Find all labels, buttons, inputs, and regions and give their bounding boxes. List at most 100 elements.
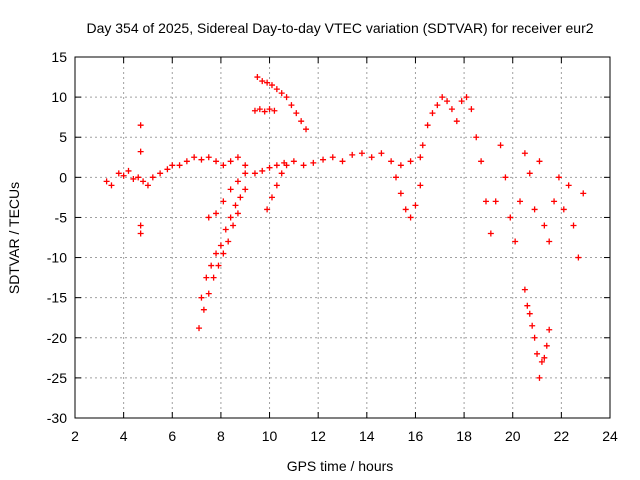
data-point <box>251 170 258 177</box>
data-point <box>412 202 419 209</box>
data-point <box>242 162 249 169</box>
x-tick-label: 20 <box>505 428 521 444</box>
data-point <box>242 170 249 177</box>
data-point <box>208 262 215 269</box>
data-point <box>271 107 278 114</box>
data-point <box>448 106 455 113</box>
data-point <box>264 79 271 86</box>
data-point <box>234 154 241 161</box>
data-point <box>220 162 227 169</box>
y-tick-label: 15 <box>51 49 67 65</box>
y-tick-label: 5 <box>59 129 67 145</box>
data-point <box>546 326 553 333</box>
y-axis-label: SDTVAR / TECUs <box>6 182 22 294</box>
data-point <box>560 206 567 213</box>
y-tick-label: 0 <box>59 169 67 185</box>
data-point <box>300 162 307 169</box>
data-point <box>358 150 365 157</box>
y-tick-label: -5 <box>55 209 68 225</box>
data-point <box>144 182 151 189</box>
data-point <box>242 186 249 193</box>
data-point <box>555 174 562 181</box>
data-point <box>283 162 290 169</box>
x-tick-label: 22 <box>554 428 570 444</box>
data-point <box>237 194 244 201</box>
y-tick-label: 10 <box>51 89 67 105</box>
x-tick-label: 6 <box>168 428 176 444</box>
data-point <box>531 334 538 341</box>
series-main-band <box>103 150 424 189</box>
data-point <box>273 162 280 169</box>
y-tick-label: -10 <box>47 250 67 266</box>
data-point <box>137 148 144 155</box>
data-point <box>541 354 548 361</box>
axis-ticks: 2 4 6 8 10 12 14 16 18 20 22 24-30-25-20-15-10-5051… <box>47 49 618 444</box>
data-point <box>320 156 327 163</box>
data-point <box>521 286 528 293</box>
data-point <box>502 174 509 181</box>
data-point <box>217 242 224 249</box>
x-tick-label: 4 <box>120 428 128 444</box>
data-point <box>227 186 234 193</box>
data-point <box>278 90 285 97</box>
data-point <box>234 210 241 217</box>
data-point <box>487 230 494 237</box>
x-tick-label: 18 <box>456 428 472 444</box>
data-point <box>261 108 268 115</box>
data-point <box>273 182 280 189</box>
data-point <box>290 158 297 165</box>
data-point <box>198 156 205 163</box>
data-point <box>517 198 524 205</box>
y-tick-label: -15 <box>47 290 67 306</box>
data-point <box>434 102 441 109</box>
data-point <box>378 150 385 157</box>
data-point <box>303 126 310 133</box>
data-point <box>137 222 144 229</box>
data-point <box>512 238 519 245</box>
data-point <box>546 238 553 245</box>
data-point <box>169 162 176 169</box>
series-scatter-18-23h <box>473 134 587 261</box>
x-axis-label: GPS time / hours <box>287 458 394 474</box>
data-point <box>468 106 475 113</box>
y-tick-label: -25 <box>47 370 67 386</box>
data-point <box>551 198 558 205</box>
x-tick-label: 24 <box>602 428 618 444</box>
data-point <box>478 158 485 165</box>
data-point <box>526 170 533 177</box>
data-point <box>288 102 295 109</box>
data-point <box>419 142 426 149</box>
data-point <box>407 214 414 221</box>
data-point <box>137 122 144 129</box>
series-mid-branch <box>205 170 249 221</box>
data-point <box>278 170 285 177</box>
x-tick-label: 8 <box>217 428 225 444</box>
data-point <box>524 302 531 309</box>
data-point <box>536 158 543 165</box>
data-point <box>482 198 489 205</box>
data-point <box>397 162 404 169</box>
data-point <box>534 350 541 357</box>
data-point <box>393 174 399 181</box>
data-point <box>429 110 436 117</box>
data-point <box>205 154 212 161</box>
data-point <box>339 158 346 165</box>
data-point <box>234 178 241 185</box>
x-tick-label: 16 <box>408 428 424 444</box>
data-point <box>149 174 156 181</box>
grid <box>75 57 610 418</box>
data-point <box>521 150 528 157</box>
series-deep-dip-20-5-21-5h <box>521 286 553 381</box>
data-point <box>453 118 460 125</box>
data-point <box>205 214 212 221</box>
data-point <box>463 94 470 101</box>
data-point <box>130 175 137 182</box>
data-point <box>220 250 227 257</box>
data-point <box>120 172 127 179</box>
data-point <box>103 178 110 185</box>
series-dip-near-16h <box>393 174 424 221</box>
data-point <box>266 106 273 113</box>
data-point <box>507 214 514 221</box>
data-point <box>254 74 261 81</box>
